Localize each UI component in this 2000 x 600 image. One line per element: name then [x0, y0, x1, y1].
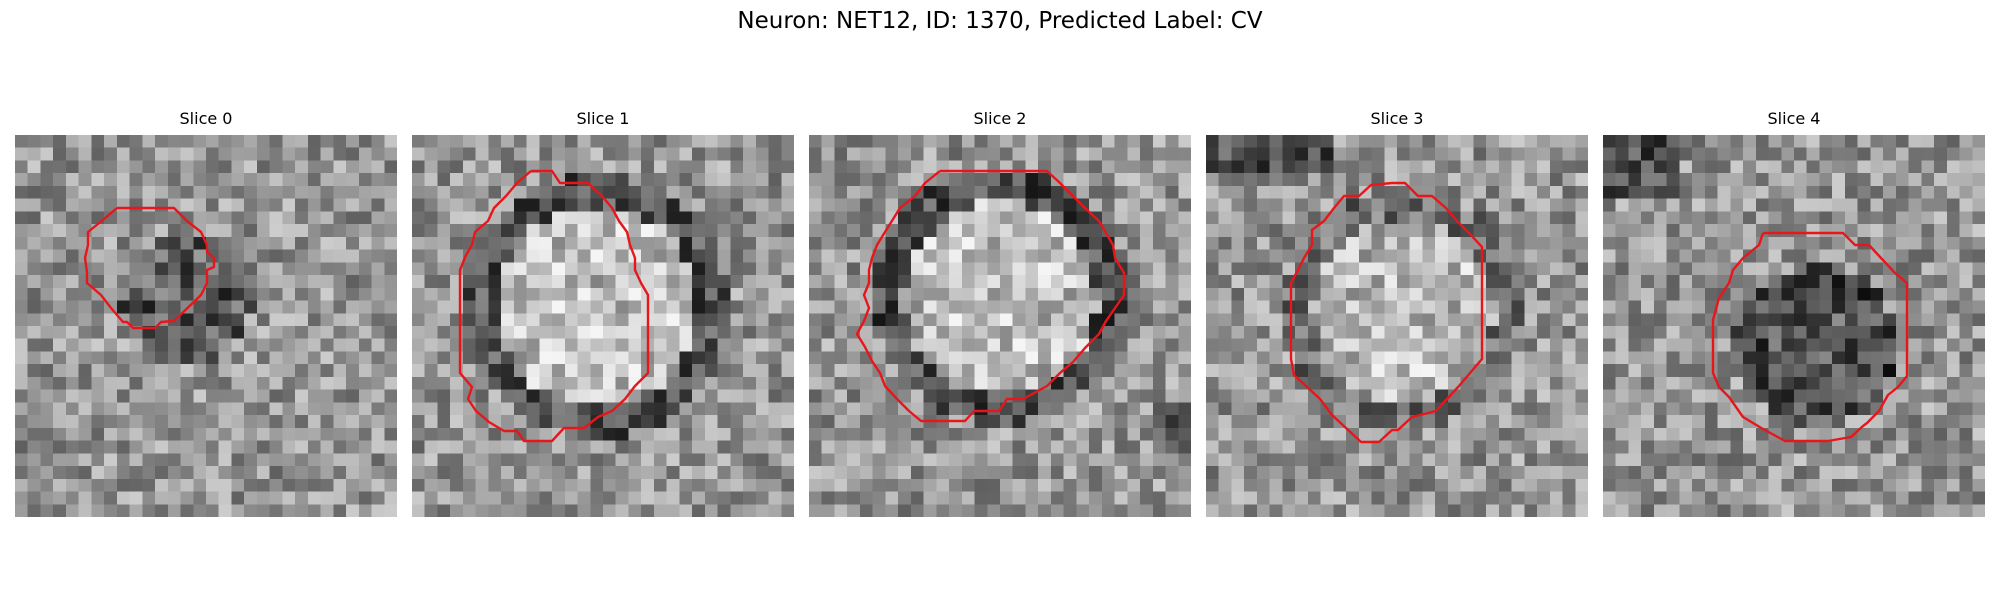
- figure-title: Neuron: NET12, ID: 1370, Predicted Label…: [737, 8, 1263, 34]
- slice-image: [809, 135, 1191, 517]
- slice-title: Slice 2: [973, 109, 1027, 128]
- slice-panel-2: Slice 2: [809, 108, 1191, 517]
- slice-image: [412, 135, 794, 517]
- slice-image: [1206, 135, 1588, 517]
- contour-overlay: [1289, 181, 1484, 444]
- slice-title: Slice 0: [179, 109, 233, 128]
- contour-overlay: [855, 169, 1126, 423]
- contour-outline: [1711, 231, 1909, 443]
- contour-overlay: [458, 169, 650, 443]
- slice-title: Slice 4: [1767, 109, 1821, 128]
- contour-overlay: [83, 206, 216, 330]
- slice-panel-1: Slice 1: [412, 108, 794, 517]
- contour-overlay: [1711, 231, 1909, 443]
- slice-panel-0: Slice 0: [15, 108, 397, 517]
- slice-panel-4: Slice 4: [1603, 108, 1985, 517]
- slice-panel-3: Slice 3: [1206, 108, 1588, 517]
- slice-title: Slice 3: [1370, 109, 1424, 128]
- grayscale-pixels: [15, 135, 397, 517]
- slice-image: [15, 135, 397, 517]
- grayscale-pixels: [1206, 135, 1588, 517]
- grayscale-pixels: [1603, 135, 1985, 517]
- grayscale-pixels: [809, 135, 1191, 517]
- contour-outline: [1289, 181, 1484, 444]
- contour-outline: [855, 169, 1126, 423]
- contour-outline: [458, 169, 650, 443]
- contour-outline: [83, 206, 216, 330]
- slice-title: Slice 1: [576, 109, 630, 128]
- slice-image: [1603, 135, 1985, 517]
